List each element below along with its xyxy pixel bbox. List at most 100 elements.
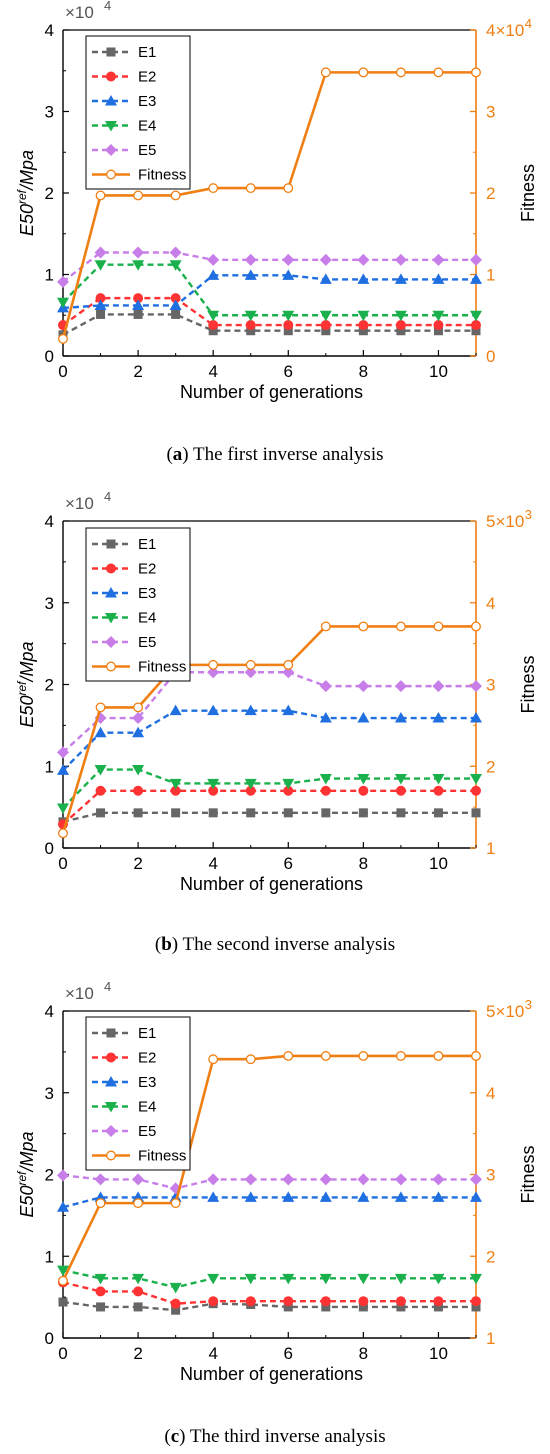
data-point-fitness <box>358 621 369 632</box>
data-point-fitness <box>208 1054 219 1065</box>
data-point-e4 <box>357 774 370 785</box>
data-point-e4 <box>244 778 257 790</box>
data-point-fitness <box>320 621 331 632</box>
data-point-e5 <box>470 680 482 693</box>
data-point-fitness <box>245 183 256 194</box>
y2-tick-label: 2 <box>486 184 495 203</box>
y-multiplier-label: ×10 <box>65 3 94 22</box>
data-point-e4 <box>282 1273 295 1285</box>
data-point-e1 <box>471 326 481 336</box>
data-point-e3 <box>319 712 332 723</box>
x-tick-label: 6 <box>284 362 293 381</box>
x-tick-label: 8 <box>359 1344 368 1363</box>
legend-marker <box>105 95 117 106</box>
data-point-e4 <box>319 774 332 785</box>
y2-axis-label: Fitness <box>518 164 538 222</box>
data-point-e3 <box>432 712 445 723</box>
x-tick-label: 10 <box>429 1344 448 1363</box>
y2-axis-label: Fitness <box>518 1145 538 1203</box>
data-point-e1 <box>358 808 368 818</box>
data-point-e3 <box>470 712 482 723</box>
data-point-e2 <box>395 1296 406 1307</box>
data-point-e3 <box>319 273 332 284</box>
series-line-e2 <box>62 789 476 826</box>
legend-label: E3 <box>138 585 156 602</box>
data-point-e1 <box>171 808 181 818</box>
data-point-e3 <box>244 704 257 716</box>
legend-label: E5 <box>138 634 156 651</box>
data-point-e4 <box>169 778 182 790</box>
data-point-e3 <box>432 1191 445 1202</box>
x-axis-label: Number of generations <box>180 874 363 894</box>
data-point-fitness <box>208 659 219 670</box>
data-point-e3 <box>57 1201 69 1212</box>
data-point-fitness <box>245 1054 256 1065</box>
x-tick-label: 6 <box>284 854 293 873</box>
data-point-e4 <box>357 310 370 322</box>
data-point-e3 <box>394 712 407 723</box>
series-line-e4 <box>62 263 476 317</box>
data-point-fitness <box>283 1051 294 1061</box>
data-point-e5 <box>132 246 145 259</box>
legend-label: E3 <box>138 1074 156 1091</box>
data-point-e4 <box>244 1273 257 1285</box>
data-point-e4 <box>470 1273 482 1285</box>
data-point-e1 <box>433 808 443 818</box>
data-point-e5 <box>244 1173 257 1186</box>
series-line-e2 <box>62 1281 476 1305</box>
y-multiplier-label: ×10 <box>65 494 94 513</box>
legend-label: E2 <box>138 69 156 86</box>
legend-marker <box>106 563 116 574</box>
data-point-e5 <box>394 253 407 266</box>
data-point-e4 <box>94 765 107 776</box>
legend-marker <box>105 1125 117 1137</box>
legend-marker <box>106 539 116 549</box>
data-point-e1 <box>133 309 143 319</box>
data-point-e5 <box>470 253 482 266</box>
data-point-e2 <box>283 320 294 331</box>
data-point-e1 <box>58 1297 68 1307</box>
data-point-e2 <box>395 320 406 331</box>
data-point-e4 <box>169 1282 182 1294</box>
legend-label: E3 <box>138 93 156 110</box>
data-point-fitness <box>170 190 181 201</box>
data-point-e1 <box>208 326 218 336</box>
legend-label: E1 <box>138 44 156 61</box>
y2-tick-label: 0 <box>486 347 495 366</box>
legend-label: E4 <box>138 610 156 627</box>
data-point-e1 <box>321 326 331 336</box>
legend-marker <box>105 1076 117 1087</box>
data-point-e2 <box>208 320 219 331</box>
data-point-e2 <box>133 785 144 796</box>
data-point-e2 <box>95 1286 106 1297</box>
data-point-e4 <box>432 310 445 322</box>
series-line-e5 <box>62 251 476 283</box>
x-axis-label: Number of generations <box>180 382 363 402</box>
legend-label: Fitness <box>138 1148 186 1165</box>
data-point-fitness <box>471 621 481 632</box>
data-point-e5 <box>57 746 69 759</box>
data-point-e1 <box>396 1302 406 1312</box>
data-point-e2 <box>471 1296 481 1307</box>
data-point-e4 <box>57 297 69 309</box>
data-point-e3 <box>282 1191 295 1202</box>
figure-caption: (b) The second inverse analysis <box>155 934 395 955</box>
data-point-e4 <box>169 260 182 271</box>
data-point-e2 <box>95 785 106 796</box>
data-point-e5 <box>432 253 445 266</box>
data-point-e2 <box>170 1298 181 1309</box>
data-point-e4 <box>132 1273 145 1285</box>
x-tick-label: 0 <box>58 362 67 381</box>
y2-tick-label: 2 <box>486 1247 495 1266</box>
legend-label: E1 <box>138 536 156 553</box>
data-point-e1 <box>471 1302 481 1312</box>
data-point-e3 <box>57 764 69 775</box>
data-point-fitness <box>58 333 68 344</box>
y2-tick-label: 1 <box>486 266 495 285</box>
data-point-fitness <box>133 702 144 713</box>
series-line-e3 <box>62 709 476 772</box>
data-point-e1 <box>396 326 406 336</box>
series-line-e3 <box>62 1196 476 1209</box>
y2-tick-label: 5×10 <box>486 512 524 531</box>
x-tick-label: 2 <box>133 854 142 873</box>
